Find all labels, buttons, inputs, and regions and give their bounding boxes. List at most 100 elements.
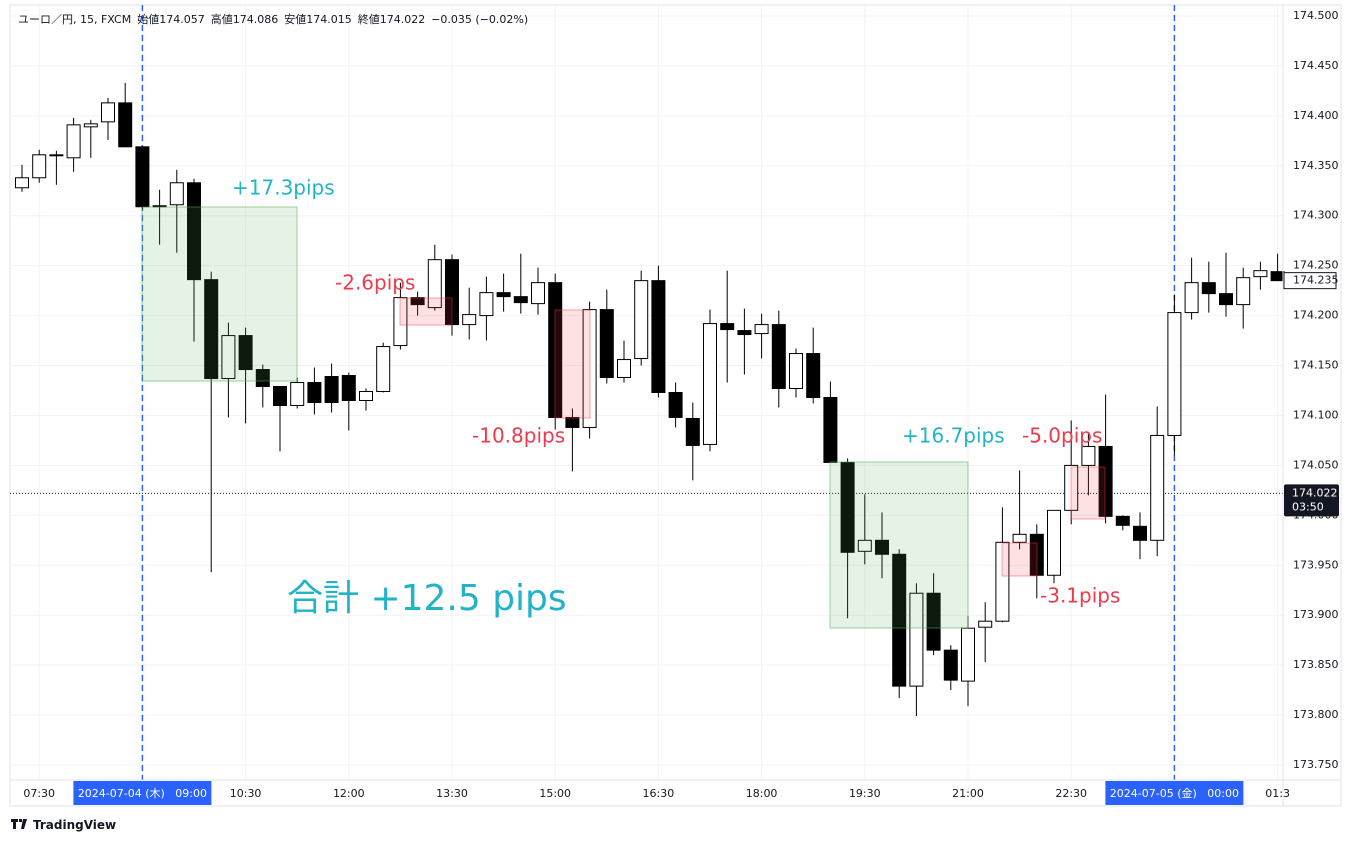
time-highlight (1105, 781, 1244, 805)
short-box (399, 297, 453, 326)
candle-body (410, 297, 425, 306)
y-tick-label: 173.850 (1293, 658, 1339, 671)
x-tick-label: 2024-07-05 (金) 00:00 (1110, 787, 1239, 800)
y-tick-label: 174.200 (1293, 309, 1339, 322)
change: −0.035 (−0.02%) (431, 13, 529, 26)
y-tick-label: 173.900 (1293, 608, 1339, 621)
candle-body (599, 309, 614, 379)
candle-body (1167, 312, 1182, 436)
candle-body (1012, 533, 1027, 543)
candles (15, 82, 1285, 717)
low-label: 安値174.015 (284, 13, 352, 26)
pips-annotation: +16.7pips (902, 424, 1005, 448)
total-annotation: 合計 +12.5 pips (287, 578, 567, 619)
x-tick-label: 18:00 (746, 787, 778, 800)
close-label: 終値174.022 (358, 13, 426, 26)
candle-body (909, 592, 924, 687)
candle-body (754, 324, 769, 335)
candle-body (1253, 270, 1268, 278)
candle-body (1184, 282, 1199, 314)
candle-body (359, 391, 373, 401)
candle-body (221, 335, 236, 380)
candle-body (1150, 434, 1165, 541)
candle-body (427, 259, 442, 309)
pips-annotation: -2.6pips (335, 271, 415, 295)
short-box (554, 309, 591, 419)
brand: TradingView (33, 818, 117, 832)
value: 174.057 (159, 13, 205, 26)
candle-body (531, 282, 545, 305)
y-tick-label: 174.150 (1293, 359, 1339, 372)
candle-body (462, 314, 477, 326)
y-tick-label: 173.750 (1293, 758, 1339, 771)
x-tick-label: 13:30 (436, 787, 468, 800)
candle-body (496, 292, 511, 298)
candle-body (1219, 293, 1233, 306)
x-tick-label: 01:3 (1265, 787, 1290, 800)
x-tick-label: 07:30 (23, 787, 55, 800)
candle-body (1029, 533, 1044, 576)
candle-body (1133, 525, 1147, 541)
candle-body (668, 392, 683, 418)
candle-body (1047, 509, 1061, 576)
y-tick-label: 174.250 (1293, 259, 1339, 272)
symbol: ユーロ／円, 15, FXCM (18, 13, 132, 26)
axes: 173.750 173.800 173.850 173.900 173.950 174.0… (23, 9, 1339, 805)
candle-body (324, 376, 339, 403)
short-box (1001, 542, 1038, 577)
countdown: 03:50 (1292, 500, 1324, 513)
candle-body (582, 309, 597, 428)
value: 174.022 (379, 13, 426, 26)
label: 高値 (210, 13, 233, 26)
y-tick-label: 174.300 (1293, 209, 1339, 222)
y-tick-label: 174.100 (1293, 408, 1339, 421)
candle-body (961, 627, 975, 682)
candle-body (66, 124, 81, 159)
y-tick-label: 174.350 (1293, 159, 1339, 172)
candle-body (892, 553, 907, 687)
x-tick-label: 22:30 (1055, 787, 1087, 800)
y-tick-label: 173.800 (1293, 708, 1339, 721)
value: 174.086 (232, 13, 279, 26)
candle-body (771, 324, 786, 390)
x-tick-label: 21:00 (952, 787, 984, 800)
candle-body (1236, 277, 1251, 306)
candle-body (548, 282, 563, 418)
bar-close-tag (1283, 272, 1337, 290)
x-tick-label: 10:30 (230, 787, 262, 800)
label: 始値 (137, 13, 160, 26)
value: 174.015 (306, 13, 352, 26)
label: 安値 (284, 13, 307, 26)
symbol-header: ユーロ／円, 15, FXCM 始値174.057 高値174.086 安値174.0… (18, 11, 534, 27)
candle-body (1115, 515, 1130, 526)
candle-body (307, 382, 322, 403)
candle-body (995, 541, 1010, 622)
candle-body (737, 330, 752, 336)
long-box (141, 206, 298, 382)
last-price-label: 174.022 (1292, 486, 1338, 499)
candle-body (651, 280, 666, 393)
candle-body (1201, 282, 1216, 295)
candle-body (926, 592, 941, 651)
candle-body (1064, 464, 1079, 511)
candle-body (83, 123, 98, 128)
label: 終値 (357, 13, 380, 26)
last-price-tag (1284, 484, 1339, 517)
candle-body (806, 353, 821, 398)
y-tick-label: 174.500 (1293, 9, 1339, 22)
candle-body (857, 539, 872, 552)
long-box (829, 461, 969, 629)
x-tick-label: 19:30 (849, 787, 881, 800)
candle-body (393, 297, 408, 347)
candle-body (238, 335, 253, 371)
candle-body (1270, 271, 1285, 282)
brand-logo (11, 819, 27, 829)
x-tick-label: 12:00 (333, 787, 365, 800)
candle-body (617, 359, 631, 379)
pips-annotation: -3.1pips (1040, 584, 1120, 608)
time-highlight (73, 781, 212, 805)
bar-close-label: 174.235 (1293, 274, 1339, 287)
candle-body (255, 369, 270, 388)
y-tick-label: 173.950 (1293, 558, 1339, 571)
